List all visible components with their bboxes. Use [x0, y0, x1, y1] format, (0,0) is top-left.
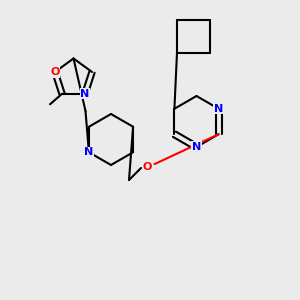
Text: N: N — [214, 104, 223, 114]
Text: O: O — [50, 67, 60, 77]
Text: N: N — [192, 142, 201, 152]
Text: O: O — [142, 161, 152, 172]
Text: N: N — [80, 89, 90, 99]
Text: N: N — [84, 147, 94, 157]
